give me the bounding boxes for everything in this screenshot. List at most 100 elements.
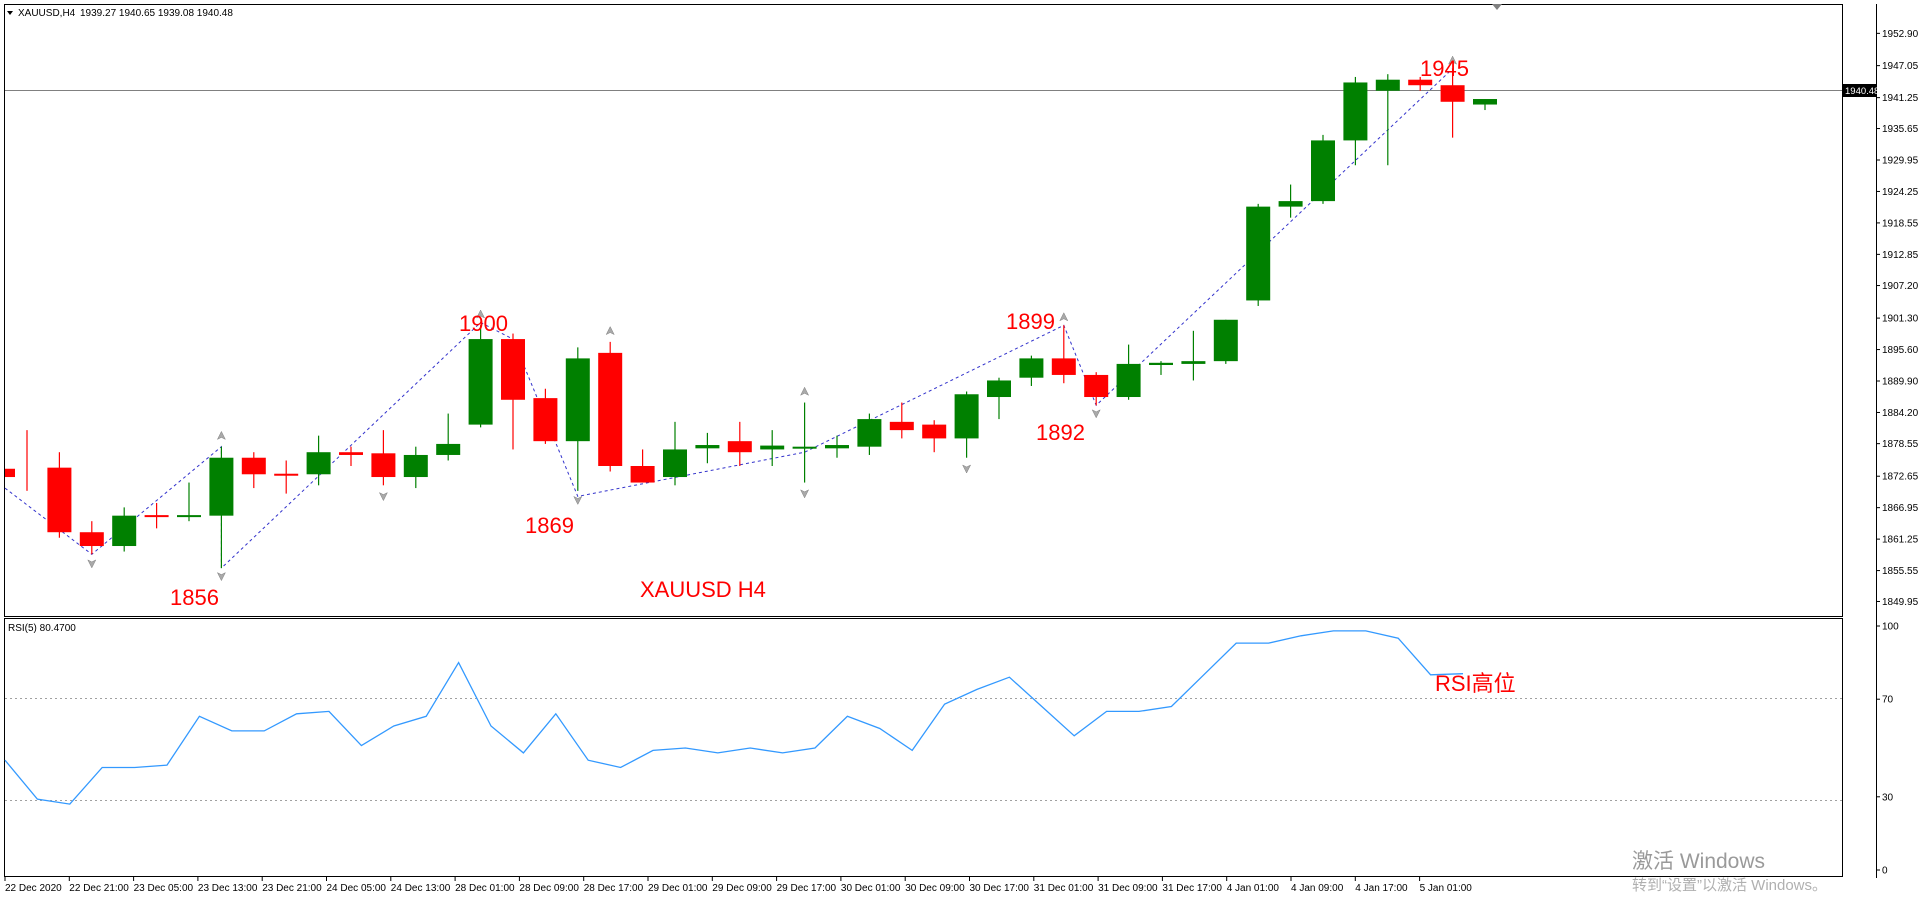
fractal-up-icon [1448, 55, 1458, 65]
price-tick-label: 1849.95 [1882, 597, 1919, 608]
candle-body [954, 394, 979, 439]
rsi-high-note: RSI高位 [1435, 671, 1516, 696]
swing-label-1869: 1869 [525, 513, 574, 538]
fractal-down-icon [378, 492, 388, 502]
time-tick-label: 23 Dec 05:00 [134, 883, 194, 894]
swing-label-1900: 1900 [459, 311, 508, 336]
rsi-tick-label: 0 [1882, 866, 1888, 877]
candle [1278, 184, 1303, 218]
swing-label-1945: 1945 [1420, 56, 1469, 81]
price-panel-frame [4, 4, 1843, 617]
time-tick-label: 31 Dec 09:00 [1098, 883, 1158, 894]
candle [339, 446, 363, 466]
activation-watermark-title: 激活 Windows [1632, 850, 1765, 873]
fractal-down-icon [800, 489, 810, 499]
candle [1311, 134, 1335, 204]
candle [533, 388, 558, 444]
candles-layer [5, 68, 1497, 569]
time-tick-label: 24 Dec 05:00 [327, 883, 387, 894]
candle [1181, 330, 1206, 381]
triangle-down-icon[interactable] [7, 11, 13, 15]
candle [825, 435, 849, 458]
fractal-down-icon [573, 495, 583, 506]
candle-body [695, 445, 720, 449]
time-tick-label: 22 Dec 2020 [5, 883, 62, 894]
candle [1375, 74, 1400, 166]
candle-body [468, 339, 493, 425]
time-tick-label: 4 Jan 01:00 [1227, 883, 1280, 894]
candle-body [1278, 201, 1303, 207]
candle [501, 333, 525, 450]
swing-label-1856: 1856 [170, 585, 219, 610]
candle [436, 413, 461, 461]
time-tick-label: 30 Dec 09:00 [905, 883, 965, 894]
candle-body [1084, 374, 1109, 398]
candle [1051, 325, 1076, 384]
price-tick-label: 1952.90 [1882, 29, 1919, 40]
rsi-layer [4, 630, 1464, 805]
candle-body [47, 467, 72, 533]
candle-body [1213, 319, 1238, 362]
swing-label-1899: 1899 [1006, 309, 1055, 334]
candle-body [825, 445, 849, 449]
candle [1116, 344, 1141, 400]
candle [112, 507, 137, 552]
time-tick-label: 29 Dec 09:00 [712, 883, 772, 894]
rsi-tick-label: 70 [1882, 695, 1894, 706]
candle-body [1181, 361, 1206, 364]
candle-body [79, 532, 104, 547]
candle [371, 430, 396, 486]
price-tick-label: 1912.85 [1882, 250, 1919, 261]
candle [987, 377, 1011, 420]
price-tick-label: 1941.25 [1882, 93, 1919, 104]
time-tick-label: 28 Dec 01:00 [455, 883, 515, 894]
candle-body [1149, 362, 1173, 366]
time-tick-label: 29 Dec 17:00 [777, 883, 837, 894]
candle-body [339, 452, 363, 455]
candle-body [922, 424, 947, 439]
price-tick-label: 1889.90 [1882, 377, 1919, 388]
price-tick-label: 1924.25 [1882, 187, 1919, 198]
price-tick-label: 1872.65 [1882, 472, 1919, 483]
candle-body [1473, 99, 1497, 105]
fractal-up-icon [216, 430, 226, 440]
time-tick-label: 23 Dec 21:00 [262, 883, 322, 894]
candle-body [241, 457, 266, 475]
price-tick-label: 1861.25 [1882, 535, 1919, 546]
fractal-down-icon [216, 572, 226, 582]
fractal-down-icon [962, 464, 972, 474]
candle [565, 347, 590, 491]
candle [663, 421, 687, 486]
candle [1343, 76, 1368, 166]
candle-body [760, 445, 785, 450]
candle [177, 482, 201, 522]
candle-body [565, 358, 590, 442]
time-tick-label: 4 Jan 17:00 [1355, 883, 1408, 894]
candle [598, 341, 623, 472]
candle [1084, 372, 1109, 406]
candle [5, 430, 28, 491]
candle-body [663, 449, 687, 478]
time-tick-label: 23 Dec 13:00 [198, 883, 258, 894]
rsi-line [4, 630, 1464, 805]
candle [889, 402, 914, 439]
candle [630, 449, 655, 483]
candle-body [501, 339, 525, 400]
candle [857, 413, 882, 455]
time-tick-label: 31 Dec 17:00 [1162, 883, 1222, 894]
candle-body [889, 421, 914, 431]
candle-body [987, 380, 1011, 398]
candle [922, 420, 947, 453]
symbol-caption: XAUUSD,H4 [18, 8, 76, 19]
candle-body [209, 457, 234, 516]
candle-body [112, 515, 137, 547]
chart-shift-marker-icon[interactable] [1492, 4, 1502, 10]
candle-body [274, 473, 299, 476]
candle-body [533, 398, 558, 442]
candle [79, 521, 104, 555]
rsi-panel-frame [4, 618, 1843, 877]
time-tick-label: 30 Dec 17:00 [970, 883, 1030, 894]
price-tick-label: 1929.95 [1882, 155, 1919, 166]
